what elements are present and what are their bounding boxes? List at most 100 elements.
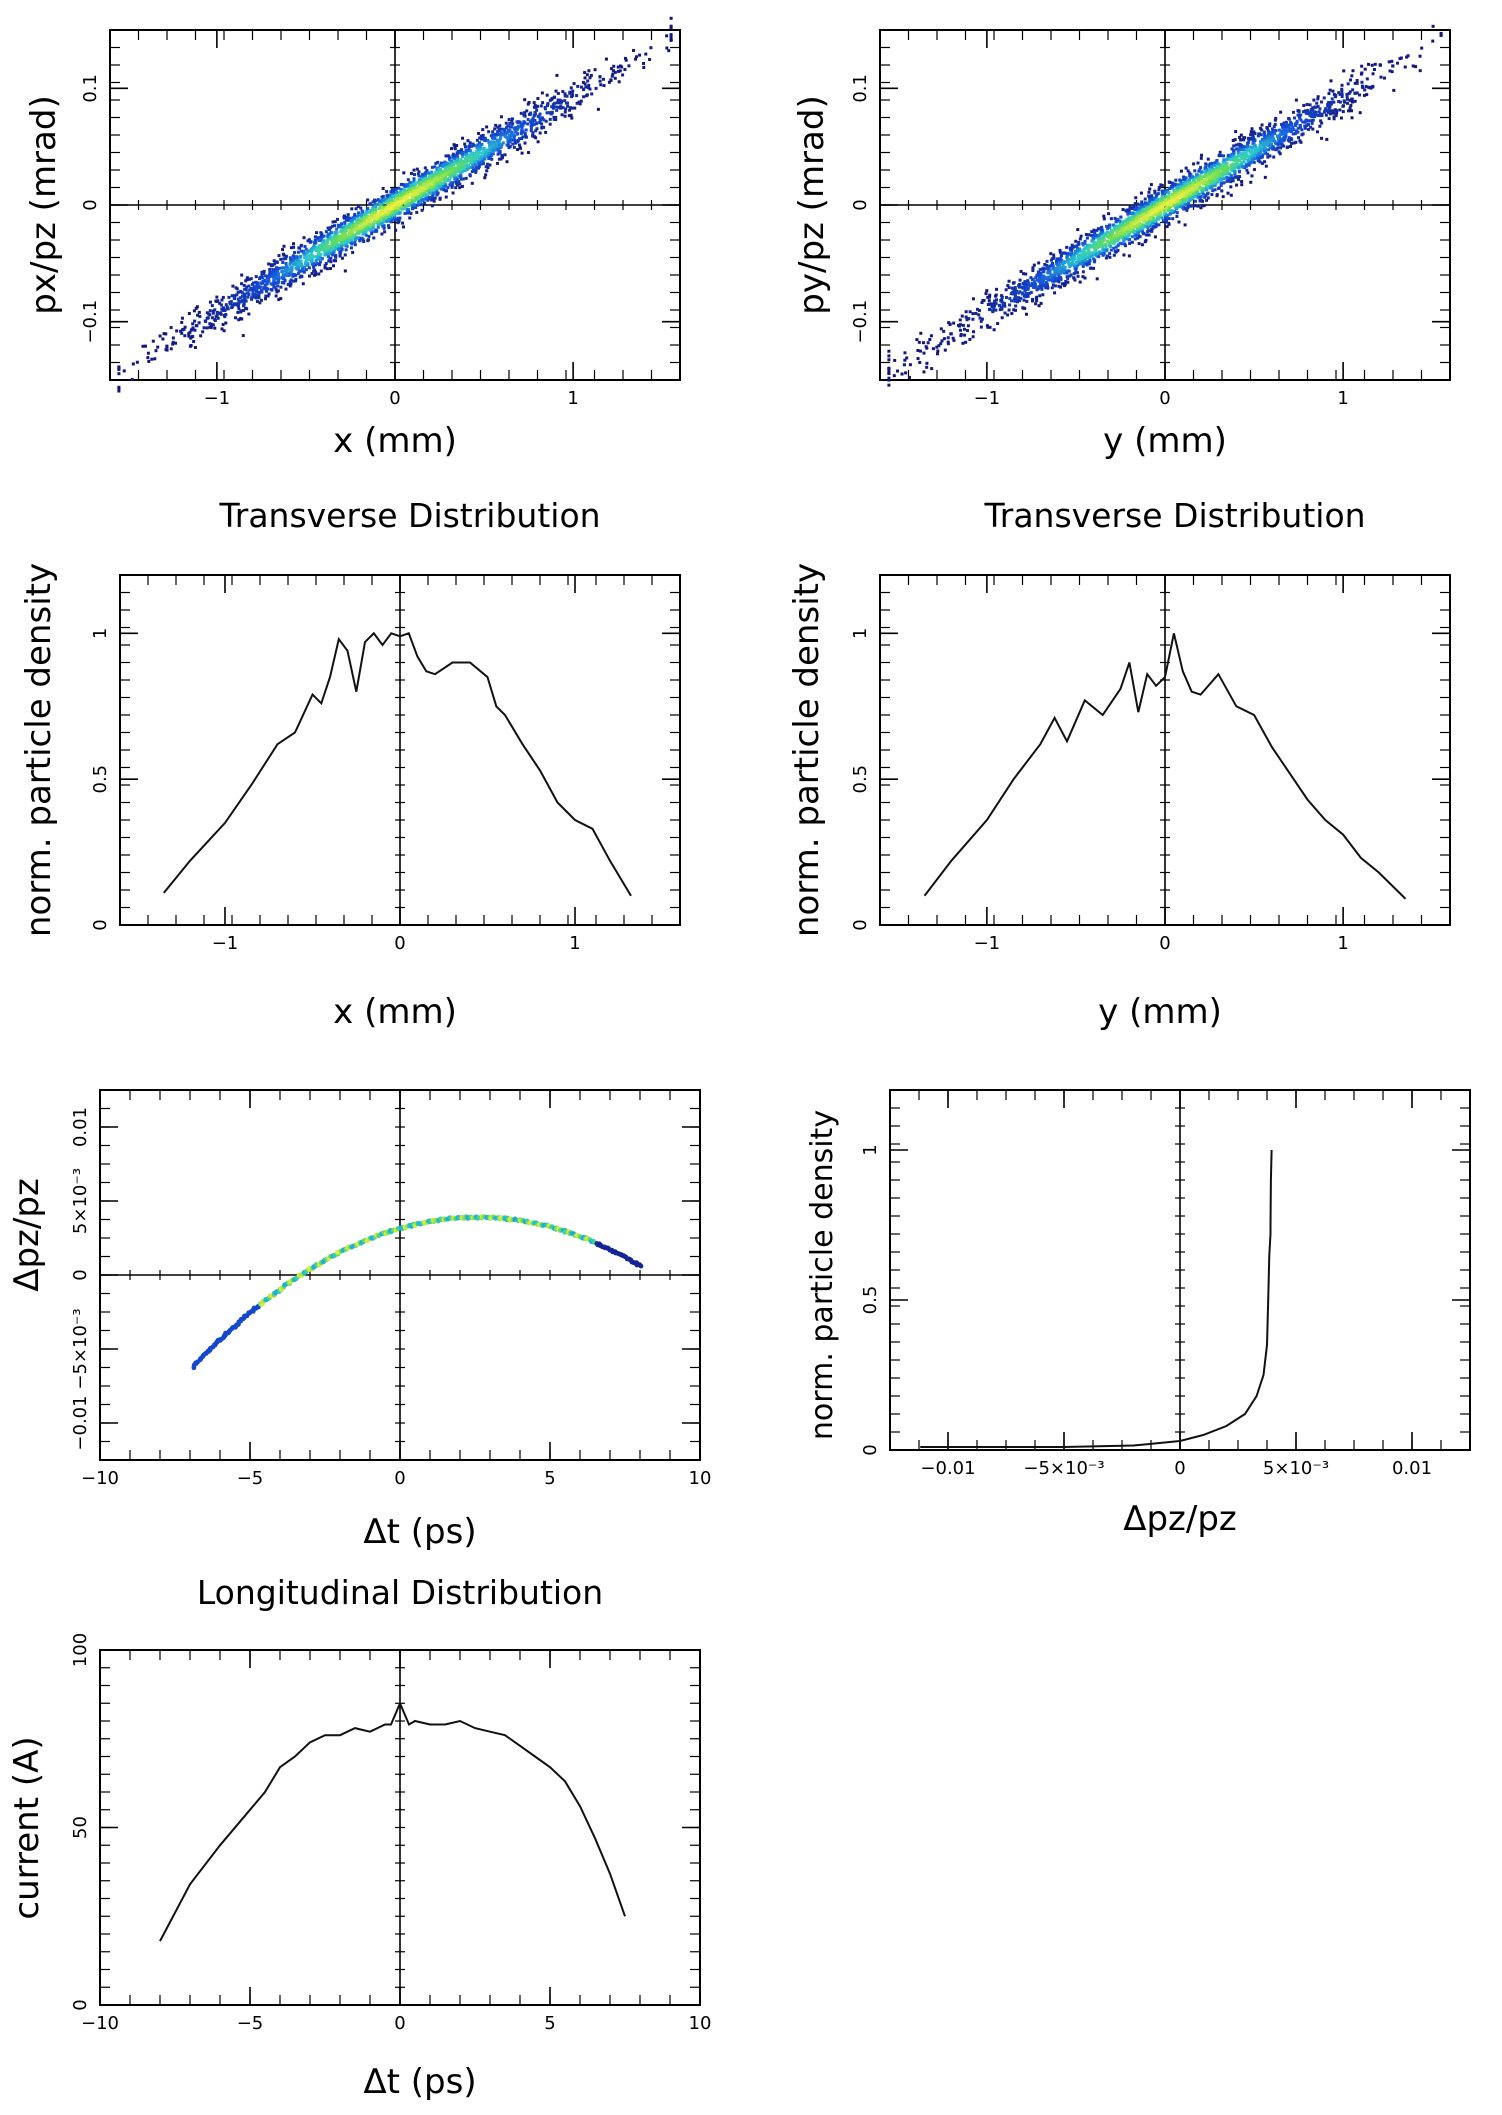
- scatter-point: [450, 185, 454, 189]
- scatter-point: [220, 327, 224, 331]
- scatter-point: [1124, 229, 1128, 233]
- scatter-point: [1091, 239, 1095, 243]
- scatter-point: [281, 252, 285, 256]
- scatter-point: [1236, 154, 1240, 158]
- scatter-point: [429, 189, 433, 193]
- scatter-point: [497, 129, 501, 133]
- scatter-point: [948, 322, 952, 326]
- scatter-point: [434, 161, 438, 165]
- scatter-point: [309, 240, 313, 244]
- scatter-point: [444, 184, 448, 188]
- scatter-point: [1230, 147, 1234, 151]
- scatter-point: [350, 231, 354, 235]
- scatter-point: [1237, 158, 1241, 162]
- scatter-point: [942, 329, 946, 333]
- scatter-point: [1184, 180, 1188, 184]
- scatter-point: [1216, 162, 1220, 166]
- scatter-point: [1228, 157, 1232, 161]
- scatter-point: [946, 342, 950, 346]
- scatter-point: [1192, 177, 1196, 181]
- scatter-point: [432, 172, 436, 176]
- scatter-point: [417, 170, 421, 174]
- scatter-point: [1202, 170, 1206, 174]
- scatter-point: [247, 293, 251, 297]
- scatter-point: [217, 311, 221, 315]
- scatter-point: [1030, 299, 1034, 303]
- scatter-point: [117, 367, 121, 371]
- scatter-point: [546, 102, 550, 106]
- scatter-point: [1154, 221, 1158, 225]
- scatter-point: [669, 37, 673, 41]
- scatter-point: [461, 136, 465, 140]
- scatter-point: [521, 135, 525, 139]
- scatter-point: [503, 131, 507, 135]
- scatter-point: [523, 141, 527, 145]
- scatter-point: [481, 160, 485, 164]
- scatter-point: [348, 235, 352, 239]
- scatter-point: [1271, 139, 1275, 143]
- scatter-point: [408, 193, 412, 197]
- scatter-point: [611, 72, 615, 76]
- scatter-point: [1121, 220, 1125, 224]
- scatter-point: [1123, 219, 1127, 223]
- scatter-point: [930, 367, 934, 371]
- scatter-point: [583, 76, 587, 80]
- scatter-point: [1127, 217, 1131, 221]
- scatter-point: [374, 216, 378, 220]
- scatter-point: [1187, 201, 1191, 205]
- scatter-point: [1243, 145, 1247, 149]
- scatter-point: [401, 183, 405, 187]
- scatter-point: [326, 252, 330, 256]
- scatter-point: [601, 77, 605, 81]
- scatter-point: [320, 244, 324, 248]
- scatter-point: [1168, 205, 1172, 209]
- scatter-point: [1236, 151, 1240, 155]
- scatter-point: [317, 236, 321, 240]
- scatter-point: [222, 329, 226, 333]
- scatter-point: [280, 270, 284, 274]
- scatter-point: [169, 347, 173, 351]
- scatter-point: [1112, 253, 1116, 257]
- scatter-point: [1075, 244, 1079, 248]
- scatter-point: [311, 264, 315, 268]
- scatter-point: [283, 278, 287, 282]
- scatter-point: [271, 275, 275, 279]
- scatter-point: [453, 171, 457, 175]
- scatter-point: [332, 250, 336, 254]
- scatter-point: [318, 244, 322, 248]
- scatter-point: [1158, 204, 1162, 208]
- scatter-point: [1039, 301, 1043, 305]
- scatter-point: [1207, 164, 1211, 168]
- scatter-point: [419, 185, 423, 189]
- scatter-point: [464, 157, 468, 161]
- scatter-point: [435, 172, 439, 176]
- scatter-point: [415, 197, 419, 201]
- scatter-point: [1213, 161, 1217, 165]
- scatter-point: [1129, 218, 1133, 222]
- scatter-point: [1179, 184, 1183, 188]
- scatter-point: [1108, 252, 1112, 256]
- scatter-point: [1165, 220, 1169, 224]
- scatter-point: [540, 122, 544, 126]
- scatter-point: [282, 244, 286, 248]
- scatter-point: [340, 256, 344, 260]
- scatter-point: [288, 280, 292, 284]
- scatter-point: [1176, 189, 1180, 193]
- scatter-point: [1187, 196, 1191, 200]
- scatter-point: [1253, 131, 1257, 135]
- scatter-point: [1148, 224, 1152, 228]
- scatter-point: [247, 277, 251, 281]
- scatter-point: [1097, 255, 1101, 259]
- scatter-point: [1061, 262, 1065, 266]
- scatter-point: [1088, 245, 1092, 249]
- scatter-point: [253, 288, 257, 292]
- scatter-point: [424, 197, 428, 201]
- scatter-point: [171, 342, 175, 346]
- scatter-point: [1296, 130, 1300, 134]
- scatter-point: [262, 269, 266, 273]
- scatter-point: [559, 104, 563, 108]
- scatter-point: [1122, 253, 1126, 257]
- scatter-point: [324, 243, 328, 247]
- scatter-point: [1200, 188, 1204, 192]
- scatter-point: [193, 345, 197, 349]
